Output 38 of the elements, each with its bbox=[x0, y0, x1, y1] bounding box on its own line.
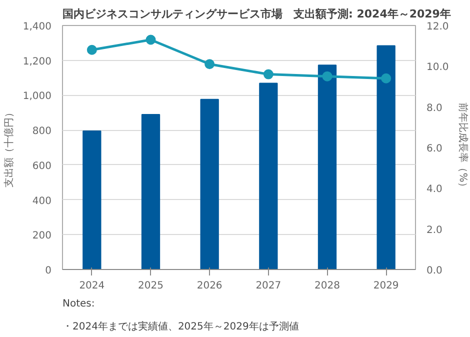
point bbox=[204, 59, 215, 70]
point bbox=[86, 44, 97, 55]
y-tick-label: 0 bbox=[45, 266, 52, 276]
y-tick-label: 600 bbox=[32, 160, 52, 172]
x-tick-label: 2025 bbox=[138, 280, 164, 292]
y-tick-label: 200 bbox=[32, 230, 52, 242]
y-tick-label: 800 bbox=[32, 126, 52, 138]
bar bbox=[376, 45, 396, 270]
y-tick-label: 400 bbox=[32, 196, 52, 207]
text: ・2024年までは実績値、2025年～2029年は予測値 bbox=[62, 320, 299, 332]
y2-tick-label: 4.0 bbox=[426, 184, 442, 196]
y2-tick-label: 8.0 bbox=[426, 102, 442, 114]
point bbox=[146, 34, 156, 45]
point bbox=[322, 71, 332, 82]
chart-title: 国内ビジネスコンサルティングサービス市場 支出額予測: 2024年～2029年 bbox=[62, 8, 451, 20]
x-tick-label: 2024 bbox=[79, 280, 105, 292]
y2-tick-label: 2.0 bbox=[426, 224, 442, 236]
x-tick-label: 2026 bbox=[196, 280, 222, 292]
x-tick-label: 2028 bbox=[314, 280, 340, 292]
y2-tick-label: 12.0 bbox=[426, 22, 449, 32]
y-axis-title: 支出額（十億円） bbox=[2, 108, 15, 188]
y2-tick-label: 0.0 bbox=[426, 266, 442, 276]
bar bbox=[259, 82, 278, 270]
y2-tick-label: 10.0 bbox=[426, 62, 449, 74]
x-tick-label: 2027 bbox=[256, 280, 282, 292]
bar bbox=[318, 64, 337, 270]
text: Notes: bbox=[62, 298, 95, 310]
x-tick-label: 2029 bbox=[373, 280, 399, 292]
bar bbox=[141, 114, 160, 270]
bar bbox=[82, 130, 102, 270]
y2-tick-label: 6.0 bbox=[426, 144, 442, 154]
point bbox=[381, 73, 392, 84]
bar bbox=[200, 98, 219, 270]
y-tick-label: 1,200 bbox=[22, 56, 52, 68]
point bbox=[263, 69, 274, 80]
y-tick-label: 1,400 bbox=[22, 22, 52, 32]
y2-axis-title: 前年比成長率（%） bbox=[456, 102, 469, 192]
y-tick-label: 1,000 bbox=[22, 91, 52, 102]
